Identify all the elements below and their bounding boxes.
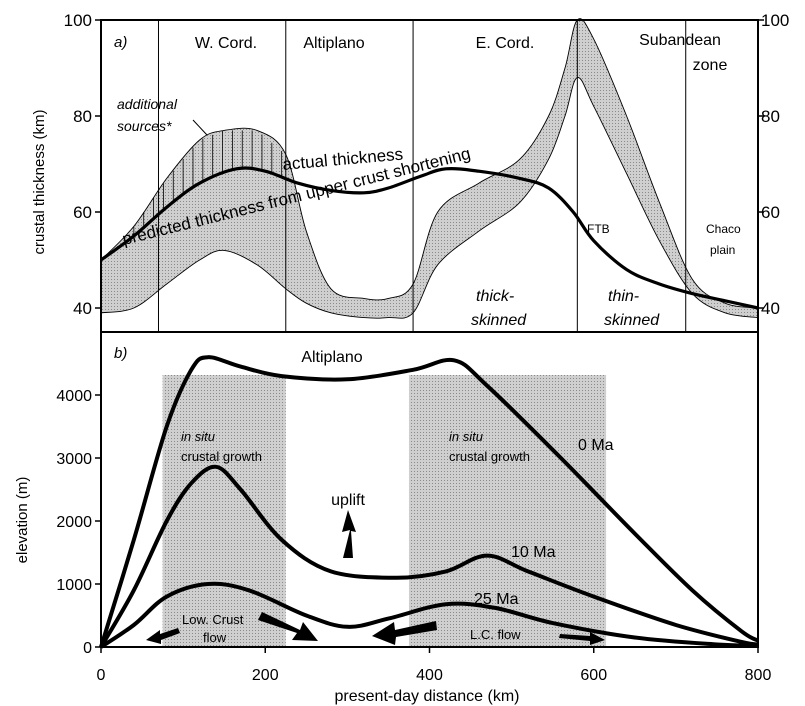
- x-tick-label: 400: [416, 667, 443, 684]
- region-1-label-crustal-growth: crustal growth: [181, 449, 262, 464]
- panel-a-y-ticks-right: 40 60 80 100: [758, 11, 789, 318]
- y-tick-label-right: 100: [761, 11, 789, 30]
- zone-label-altiplano: Altiplano: [303, 35, 364, 52]
- zone-label-zone: zone: [693, 57, 728, 74]
- annotation-flow: flow: [203, 630, 227, 645]
- uplift-arrow: [342, 510, 356, 558]
- annotation-thin-skinned: skinned: [604, 312, 660, 329]
- y-tick-label: 0: [83, 640, 92, 657]
- panel-a-y-axis-label: crustal thickness (km): [31, 109, 48, 254]
- annotation-sources-pointer: [192, 119, 208, 136]
- panel-b-x-ticks: 0 200 400 600 800: [97, 647, 772, 684]
- panel-b-y-axis-label: elevation (m): [14, 477, 31, 564]
- annotation-lc-flow: L.C. flow: [470, 627, 521, 642]
- elevation-series: [99, 355, 760, 649]
- elevation-line-25-ma: [99, 581, 759, 649]
- y-tick-label: 2000: [56, 514, 92, 531]
- annotation-thick: thick-: [476, 288, 514, 305]
- panel-b-label: b): [114, 345, 127, 362]
- y-tick-label: 3000: [56, 451, 92, 468]
- zone-label-e-cord: E. Cord.: [476, 35, 535, 52]
- x-tick-label: 200: [252, 667, 279, 684]
- y-tick-label-right: 80: [761, 107, 780, 126]
- actual-thickness-series: [100, 166, 759, 310]
- series-label-25-ma: 25 Ma: [474, 591, 519, 608]
- flow-arrow-far-right: [559, 632, 605, 645]
- flow-arrow-far-left: [146, 628, 180, 644]
- annotation-low-crust: Low. Crust: [182, 612, 244, 627]
- actual-thickness-line: [100, 166, 759, 310]
- region-2-label-crustal-growth: crustal growth: [449, 449, 530, 464]
- panel-a-label: a): [114, 34, 127, 51]
- zone-boundaries: [157, 20, 687, 332]
- flow-arrow-right: [258, 612, 318, 641]
- crustal-growth-region: [408, 375, 607, 647]
- crustal-growth-region: [162, 375, 286, 647]
- panel-b-y-ticks: 0 1000 2000 3000 4000: [56, 388, 101, 657]
- series-label-0-ma: 0 Ma: [578, 437, 614, 454]
- region-2-label-in-situ: in situ: [449, 429, 483, 444]
- annotation-chaco: Chaco: [706, 222, 741, 236]
- crustal-growth-regions: [162, 375, 607, 647]
- annotation-plain: plain: [710, 243, 735, 257]
- series-label-10-ma: 10 Ma: [511, 544, 556, 561]
- annotation-thin: thin-: [608, 288, 639, 305]
- flow-arrow-left: [372, 621, 437, 645]
- annotation-ftb: FTB: [587, 222, 610, 236]
- elevation-line-10-ma: [99, 464, 759, 649]
- region-1-label-in-situ: in situ: [181, 429, 215, 444]
- panel-b-title: Altiplano: [301, 349, 362, 366]
- zone-label-subandean: Subandean: [639, 32, 721, 49]
- annotation-uplift: uplift: [331, 492, 365, 509]
- panel-b-x-axis-label: present-day distance (km): [335, 688, 520, 705]
- y-tick-label: 100: [64, 11, 92, 30]
- annotation-thick-skinned: skinned: [471, 312, 527, 329]
- panel-b: 0 1000 2000 3000 4000 0 200 400 600 800 b) Altip…: [14, 331, 772, 705]
- annotation-additional: additional: [117, 96, 178, 112]
- y-tick-label: 60: [73, 203, 92, 222]
- x-tick-label: 800: [745, 667, 772, 684]
- panel-a: 40 60 80 100 40 60 80 100 a) W. Cord. Altiplan…: [31, 11, 789, 333]
- flow-arrows: [146, 510, 605, 645]
- y-tick-label-right: 40: [761, 299, 780, 318]
- y-tick-label: 40: [73, 299, 92, 318]
- x-tick-label: 0: [97, 667, 106, 684]
- y-tick-label: 1000: [56, 577, 92, 594]
- y-tick-label: 80: [73, 107, 92, 126]
- zone-label-w-cord: W. Cord.: [195, 35, 257, 52]
- additional-sources-hatch: [133, 130, 283, 236]
- annotation-sources: sources*: [117, 118, 172, 134]
- x-tick-label: 600: [580, 667, 607, 684]
- y-tick-label: 4000: [56, 388, 92, 405]
- elevation-line-0-ma: [99, 355, 760, 648]
- panel-a-y-ticks: 40 60 80 100: [64, 11, 101, 318]
- y-tick-label-right: 60: [761, 203, 780, 222]
